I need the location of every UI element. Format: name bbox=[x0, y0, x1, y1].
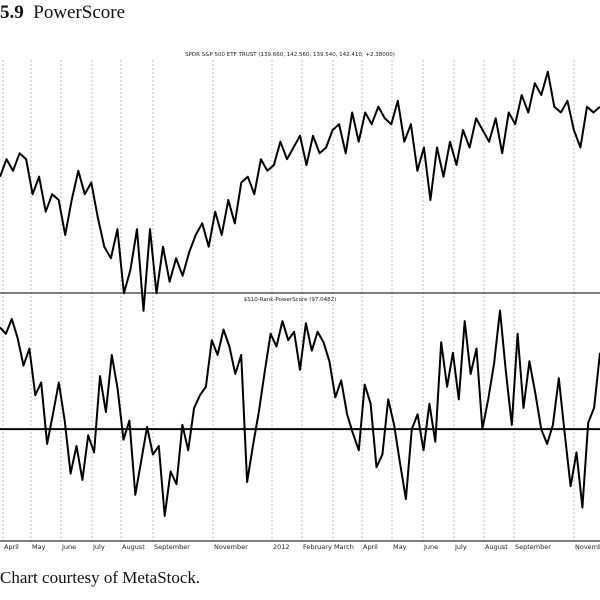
x-tick-label: May bbox=[393, 543, 407, 551]
x-tick-label: August bbox=[122, 543, 145, 551]
bottom-series-line bbox=[0, 309, 600, 517]
figure-title: 5.9 PowerScore bbox=[0, 2, 125, 24]
x-tick-label: 2012 bbox=[273, 543, 290, 551]
x-tick-label: April bbox=[4, 543, 19, 551]
x-tick-label: May bbox=[32, 543, 46, 551]
x-tick-label: August bbox=[485, 543, 508, 551]
chart: SPDR S&P 500 ETF TRUST (139.660, 142.560… bbox=[0, 52, 600, 551]
x-tick-label: June bbox=[423, 543, 438, 551]
top-panel-header: SPDR S&P 500 ETF TRUST (139.660, 142.560… bbox=[185, 52, 395, 58]
figure-number: 5.9 bbox=[0, 2, 24, 23]
top-series-line bbox=[0, 70, 600, 312]
x-tick-label: July bbox=[92, 543, 105, 551]
x-tick-label: April bbox=[363, 543, 378, 551]
x-tick-label: September bbox=[515, 543, 551, 551]
figure-caption: Chart courtesy of MetaStock. bbox=[0, 568, 201, 587]
grid-lines bbox=[2, 60, 575, 541]
x-tick-label: March bbox=[334, 543, 354, 551]
bottom-panel-header: $S10-Rank-PowerScore (97.0482) bbox=[244, 297, 337, 303]
x-tick-labels: April May June July August September November 2… bbox=[4, 543, 600, 551]
x-tick-label: February bbox=[303, 543, 332, 551]
x-tick-label: September bbox=[154, 543, 190, 551]
x-tick-label: July bbox=[454, 543, 467, 551]
x-tick-label: June bbox=[61, 543, 76, 551]
figure-title-text: PowerScore bbox=[33, 2, 126, 23]
x-tick-label: November bbox=[214, 543, 248, 551]
x-tick-label: November bbox=[575, 543, 600, 551]
